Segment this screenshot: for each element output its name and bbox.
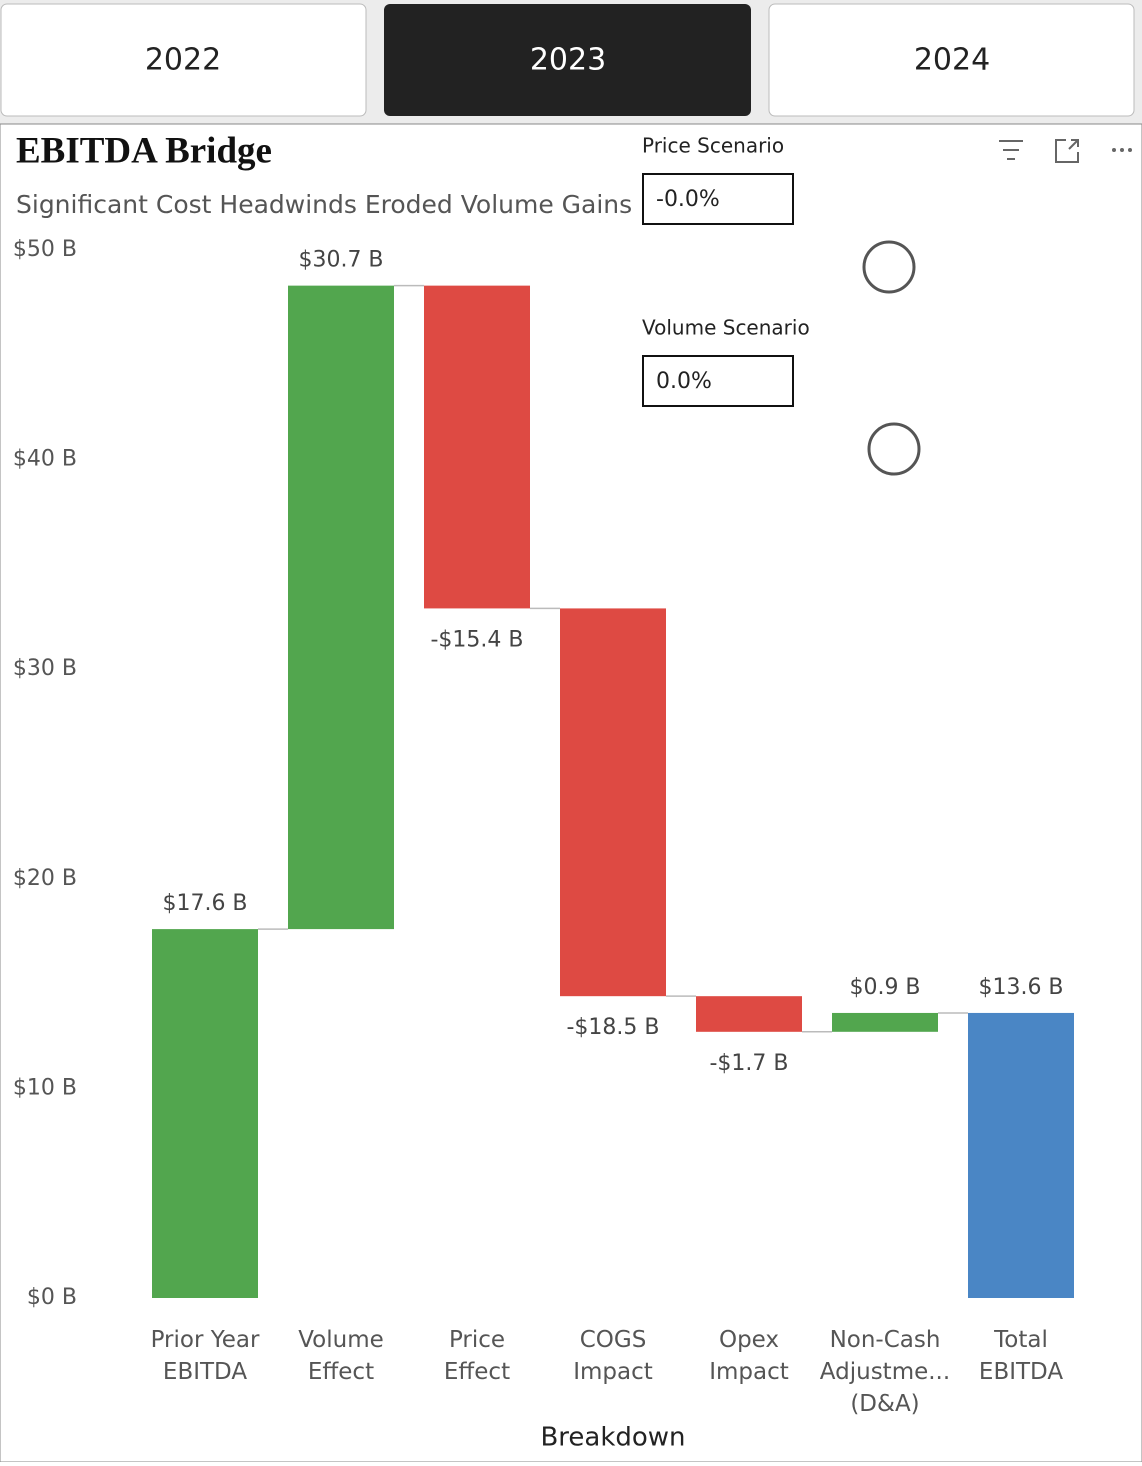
x-tick-label: Prior Year EBITDA	[151, 1327, 260, 1385]
y-tick-label: $30 B	[13, 656, 77, 681]
data-label: -$18.5 B	[566, 1015, 659, 1040]
bar	[832, 1012, 938, 1032]
filter-icon[interactable]	[999, 140, 1023, 160]
x-tick-label: Opex Impact	[709, 1327, 789, 1385]
data-label: $30.7 B	[298, 248, 383, 273]
y-tick-label: $40 B	[13, 447, 77, 472]
tab-label[interactable]: 2022	[145, 43, 221, 78]
x-tick-label: Non-Cash Adjustme... (D&A)	[820, 1327, 950, 1417]
bar	[152, 929, 258, 1298]
y-tick-label: $20 B	[13, 866, 77, 891]
scenario-label: Price Scenario	[642, 134, 784, 158]
x-axis-title: Breakdown	[540, 1423, 685, 1453]
bar	[968, 1012, 1074, 1298]
data-label: $0.9 B	[849, 975, 920, 1000]
x-tick-label: Total EBITDA	[979, 1327, 1063, 1385]
data-label: $17.6 B	[162, 891, 247, 916]
y-tick-label: $0 B	[27, 1285, 77, 1310]
x-tick-label: COGS Impact	[573, 1327, 653, 1385]
bar	[288, 285, 394, 930]
scenario-value[interactable]: -0.0%	[656, 187, 720, 212]
tab-label[interactable]: 2023	[530, 43, 606, 78]
scenario-input[interactable]	[642, 355, 794, 407]
slider-handle[interactable]	[862, 240, 916, 294]
tab-label[interactable]: 2024	[914, 43, 990, 78]
x-tick-label: Volume Effect	[298, 1327, 384, 1385]
y-tick-label: $10 B	[13, 1075, 77, 1100]
tab-button[interactable]	[0, 3, 367, 117]
y-tick-label: $50 B	[13, 237, 77, 262]
data-label: $13.6 B	[978, 975, 1063, 1000]
focus-icon[interactable]	[1055, 139, 1079, 163]
chart-subtitle: Significant Cost Headwinds Eroded Volume…	[16, 190, 632, 219]
bar	[424, 285, 530, 609]
data-label: -$1.7 B	[709, 1051, 788, 1076]
chart-title: EBITDA Bridge	[16, 130, 272, 171]
x-tick-label: Price Effect	[444, 1327, 510, 1385]
bar	[696, 996, 802, 1032]
bar	[560, 608, 666, 997]
tab-button-selected[interactable]	[384, 4, 751, 116]
scenario-value[interactable]: 0.0%	[656, 369, 712, 394]
scenario-label: Volume Scenario	[642, 316, 810, 340]
more-icon[interactable]	[1112, 148, 1132, 152]
slider-handle[interactable]	[867, 422, 921, 476]
scenario-input[interactable]	[642, 173, 794, 225]
tab-button[interactable]	[768, 3, 1135, 117]
data-label: -$15.4 B	[430, 627, 523, 652]
